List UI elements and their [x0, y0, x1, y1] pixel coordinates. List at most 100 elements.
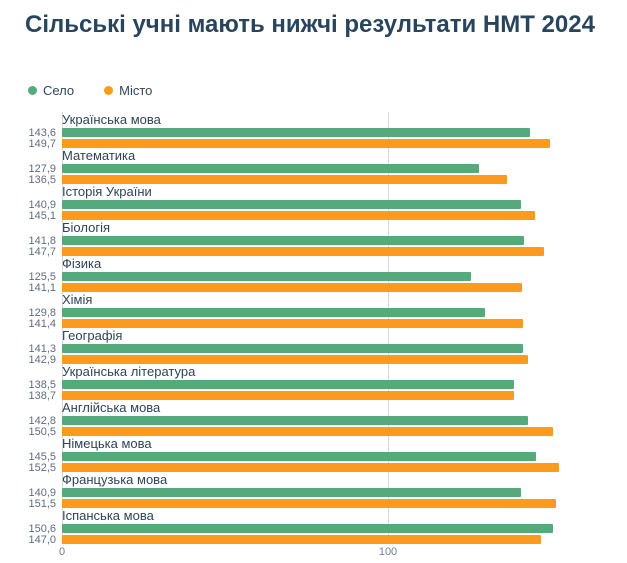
value-label-misto: 147,0: [28, 534, 56, 546]
chart-row: Французька мова 140,9 151,5: [28, 472, 620, 510]
category-label: Українська література: [62, 364, 196, 379]
category-label: Англійська мова: [62, 400, 161, 415]
bar-line-misto: 142,9: [28, 355, 620, 366]
value-label-selo: 141,3: [28, 343, 56, 355]
chart-row: Математика 127,9 136,5: [28, 148, 620, 186]
legend: Село Місто: [28, 83, 152, 98]
legend-dot-misto-icon: [104, 86, 114, 95]
chart-row: Хімія 129,8 141,4: [28, 292, 620, 330]
category-label: Фізика: [62, 256, 102, 271]
bar-line-misto: 138,7: [28, 391, 620, 402]
value-label-selo: 141,8: [28, 235, 56, 247]
category-label: Хімія: [62, 292, 93, 307]
bar-line-misto: 151,5: [28, 499, 620, 510]
bar-misto: [62, 427, 553, 436]
category-label: Біологія: [62, 220, 110, 235]
bar-line-misto: 149,7: [28, 139, 620, 150]
chart-row: Українська література 138,5 138,7: [28, 364, 620, 402]
bar-line-misto: 147,0: [28, 535, 620, 546]
bar-misto: [62, 499, 556, 508]
legend-item-selo: Село: [28, 83, 74, 98]
bar-misto: [62, 211, 535, 220]
value-label-misto: 142,9: [28, 354, 56, 366]
bar-selo: [62, 344, 523, 353]
category-label: Французька мова: [62, 472, 168, 487]
legend-label-misto: Місто: [119, 83, 153, 98]
bar-line-misto: 152,5: [28, 463, 620, 474]
category-label: Географія: [62, 328, 123, 343]
chart-rows: Українська мова 143,6 149,7 Математика 127,9…: [28, 112, 620, 546]
value-label-misto: 147,7: [28, 246, 56, 258]
value-label-selo: 150,6: [28, 523, 56, 535]
chart-row: Українська мова 143,6 149,7: [28, 112, 620, 150]
category-label: Німецька мова: [62, 436, 152, 451]
bar-selo: [62, 164, 479, 173]
bar-line-misto: 141,4: [28, 319, 620, 330]
legend-label-selo: Село: [43, 83, 75, 98]
bar-line-selo: 145,5: [28, 452, 620, 463]
bar-misto: [62, 535, 542, 544]
value-label-selo: 140,9: [28, 199, 56, 211]
value-label-selo: 145,5: [28, 451, 56, 463]
x-tick-100: 100: [378, 546, 398, 558]
bar-line-misto: 136,5: [28, 175, 620, 186]
value-label-selo: 127,9: [28, 163, 56, 175]
value-label-misto: 141,1: [28, 282, 56, 294]
bar-line-misto: 150,5: [28, 427, 620, 438]
bar-line-selo: 150,6: [28, 524, 620, 535]
chart-row: Географія 141,3 142,9: [28, 328, 620, 366]
value-label-selo: 129,8: [28, 307, 56, 319]
bar-selo: [62, 308, 486, 317]
x-tick-0: 0: [58, 546, 66, 558]
bar-misto: [62, 391, 515, 400]
chart-row: Історія України 140,9 145,1: [28, 184, 620, 222]
bar-chart: Українська мова 143,6 149,7 Математика 127,9…: [28, 112, 620, 558]
category-label: Українська мова: [62, 112, 161, 127]
value-label-misto: 151,5: [28, 498, 56, 510]
value-label-misto: 145,1: [28, 210, 56, 222]
bar-line-selo: 143,6: [28, 128, 620, 139]
bar-line-selo: 141,8: [28, 236, 620, 247]
bar-misto: [62, 463, 560, 472]
gridline-0: [62, 112, 63, 544]
value-label-misto: 150,5: [28, 426, 56, 438]
value-label-misto: 149,7: [28, 138, 56, 150]
bar-selo: [62, 524, 553, 533]
category-label: Історія України: [62, 184, 152, 199]
chart-row: Біологія 141,8 147,7: [28, 220, 620, 258]
bar-selo: [62, 488, 522, 497]
category-label: Математика: [62, 148, 136, 163]
bar-line-selo: 141,3: [28, 344, 620, 355]
value-label-misto: 136,5: [28, 174, 56, 186]
bar-line-misto: 145,1: [28, 211, 620, 222]
value-label-selo: 143,6: [28, 127, 56, 139]
bar-line-selo: 129,8: [28, 308, 620, 319]
chart-title: Сільські учні мають нижчі результати НМТ…: [25, 11, 595, 38]
value-label-misto: 138,7: [28, 390, 56, 402]
bar-misto: [62, 139, 550, 148]
legend-dot-selo-icon: [28, 86, 37, 95]
chart-row: Німецька мова 145,5 152,5: [28, 436, 620, 474]
bar-selo: [62, 452, 537, 461]
bar-selo: [62, 128, 531, 137]
value-label-selo: 138,5: [28, 379, 56, 391]
bar-line-selo: 127,9: [28, 164, 620, 175]
bar-selo: [62, 236, 525, 245]
value-label-selo: 125,5: [28, 271, 56, 283]
bar-line-misto: 147,7: [28, 247, 620, 258]
bar-line-selo: 140,9: [28, 200, 620, 211]
value-label-selo: 140,9: [28, 487, 56, 499]
chart-row: Іспанська мова 150,6 147,0: [28, 508, 620, 546]
value-label-selo: 142,8: [28, 415, 56, 427]
bar-misto: [62, 247, 544, 256]
bar-selo: [62, 416, 528, 425]
chart-row: Англійська мова 142,8 150,5: [28, 400, 620, 438]
bar-line-selo: 138,5: [28, 380, 620, 391]
bar-line-selo: 125,5: [28, 272, 620, 283]
bar-misto: [62, 319, 523, 328]
bar-line-selo: 142,8: [28, 416, 620, 427]
gridline-100: [388, 112, 389, 544]
value-label-misto: 152,5: [28, 462, 56, 474]
value-label-misto: 141,4: [28, 318, 56, 330]
legend-item-misto: Місто: [104, 83, 152, 98]
